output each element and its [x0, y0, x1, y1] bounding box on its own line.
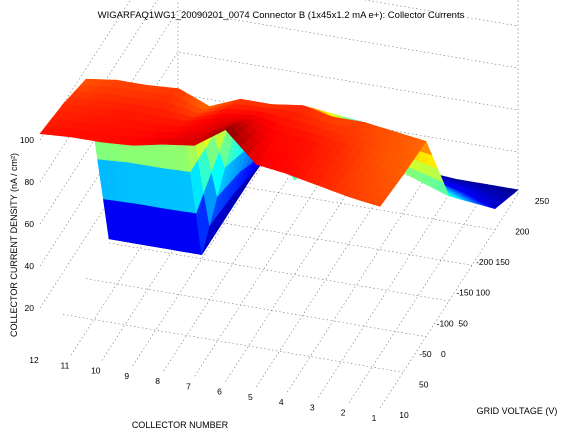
y-tick-label: 200 — [515, 227, 529, 237]
y-tick-label: 10 — [399, 410, 409, 420]
grid-line — [256, 172, 395, 388]
x-tick-label: 9 — [124, 371, 129, 381]
y-tick-label: -50 — [419, 349, 432, 359]
y-axis-title: GRID VOLTAGE (V) — [477, 406, 558, 416]
axis-labels: 12 11 10 9 8 7 6 5 4 3 2 1 10 50 0 50 100 150 200 250 -50 -10… — [20, 135, 550, 423]
x-tick-label: 11 — [60, 360, 69, 370]
z-tick-label: 100 — [20, 135, 34, 145]
grid-line — [39, 9, 519, 225]
x-tick-label: 5 — [248, 392, 253, 402]
grid-line — [132, 151, 271, 366]
surface-patch — [371, 195, 387, 207]
y-tick-label: -150 — [456, 288, 473, 298]
x-tick-label: 8 — [155, 376, 160, 386]
y-tick-label: -200 — [476, 257, 493, 267]
x-axis-title: COLLECTOR NUMBER — [132, 420, 229, 430]
x-tick-label: 7 — [186, 381, 191, 391]
z-tick-label: 60 — [25, 219, 35, 229]
z-tick-label: 80 — [25, 177, 35, 187]
grid-line — [287, 178, 426, 393]
y-tick-label: 50 — [419, 379, 429, 389]
surface-mesh — [39, 78, 519, 255]
y-tick-label: 100 — [476, 288, 490, 298]
grid-line — [62, 314, 404, 373]
y-tick-label: 0 — [441, 349, 446, 359]
grid-line — [317, 183, 457, 398]
grid-line — [39, 0, 131, 141]
x-tick-label: 2 — [341, 408, 346, 418]
y-tick-label: 50 — [458, 318, 468, 328]
grid-line — [39, 93, 519, 309]
z-tick-label: 40 — [25, 261, 35, 271]
chart-title: WIGARFAQ1WG1_20090201_0074 Connector B (… — [98, 10, 465, 21]
y-tick-label: 150 — [495, 257, 509, 267]
y-tick-label: 250 — [535, 196, 549, 206]
grid-line — [85, 278, 427, 337]
grid-line — [348, 188, 488, 403]
grid-line — [39, 51, 519, 267]
x-tick-label: 4 — [279, 397, 284, 407]
z-axis-title: COLLECTOR CURRENT DENSITY (nA / cm²) — [9, 153, 19, 337]
x-tick-label: 3 — [310, 402, 315, 412]
z-tick-label: 20 — [25, 303, 35, 313]
x-tick-label: 6 — [217, 387, 222, 397]
y-tick-label: -100 — [437, 318, 454, 328]
x-tick-label: 12 — [29, 355, 39, 365]
x-tick-label: 10 — [91, 366, 101, 376]
x-tick-label: 1 — [372, 413, 377, 423]
grid-line — [108, 242, 450, 302]
